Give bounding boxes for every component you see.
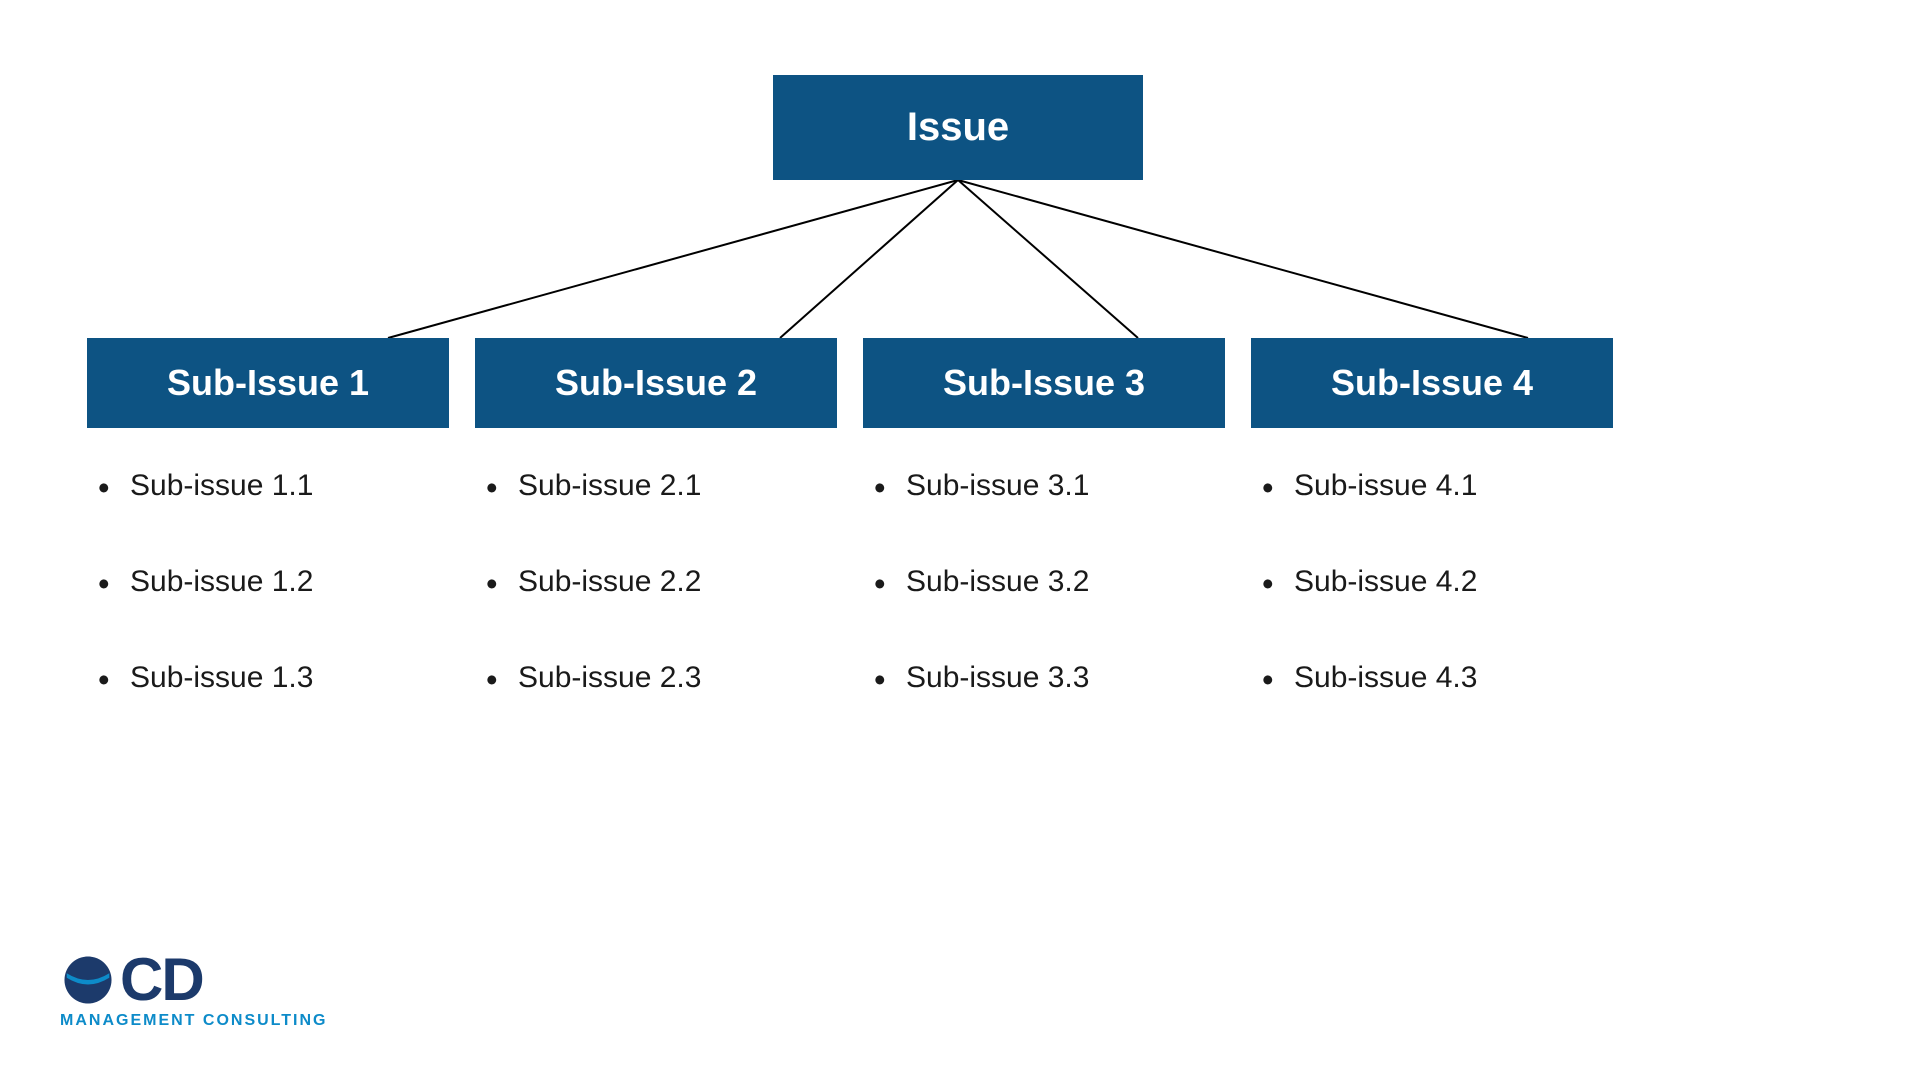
sub-node-3: Sub-Issue 3 (863, 338, 1225, 428)
sub-node-label: Sub-Issue 2 (555, 362, 757, 404)
list-item: Sub-issue 4.2 (1256, 564, 1477, 660)
sub-node-4: Sub-Issue 4 (1251, 338, 1613, 428)
list-item: Sub-issue 3.2 (868, 564, 1089, 660)
sub-node-2-list: Sub-issue 2.1Sub-issue 2.2Sub-issue 2.3 (480, 468, 701, 756)
list-item: Sub-issue 3.3 (868, 660, 1089, 756)
list-item: Sub-issue 3.1 (868, 468, 1089, 564)
sub-node-3-list: Sub-issue 3.1Sub-issue 3.2Sub-issue 3.3 (868, 468, 1089, 756)
sub-node-4-list: Sub-issue 4.1Sub-issue 4.2Sub-issue 4.3 (1256, 468, 1477, 756)
sub-node-1-list: Sub-issue 1.1Sub-issue 1.2Sub-issue 1.3 (92, 468, 313, 756)
sub-node-1: Sub-Issue 1 (87, 338, 449, 428)
brand-logo-subtitle: MANAGEMENT CONSULTING (60, 1012, 327, 1030)
diagram-canvas: Issue CD MANAGEMENT CONSULTING Sub-Issue… (0, 0, 1920, 1080)
list-item: Sub-issue 2.1 (480, 468, 701, 564)
brand-logo-top: CD (60, 950, 203, 1010)
brand-logo: CD MANAGEMENT CONSULTING (60, 950, 327, 1030)
list-item: Sub-issue 1.3 (92, 660, 313, 756)
sub-node-label: Sub-Issue 4 (1331, 362, 1533, 404)
list-item: Sub-issue 2.3 (480, 660, 701, 756)
list-item: Sub-issue 1.1 (92, 468, 313, 564)
sub-node-label: Sub-Issue 1 (167, 362, 369, 404)
globe-icon (60, 952, 116, 1008)
sub-node-label: Sub-Issue 3 (943, 362, 1145, 404)
list-item: Sub-issue 1.2 (92, 564, 313, 660)
list-item: Sub-issue 2.2 (480, 564, 701, 660)
list-item: Sub-issue 4.3 (1256, 660, 1477, 756)
root-node: Issue (773, 75, 1143, 180)
root-node-label: Issue (907, 105, 1009, 150)
list-item: Sub-issue 4.1 (1256, 468, 1477, 564)
brand-logo-text: CD (120, 950, 203, 1010)
sub-node-2: Sub-Issue 2 (475, 338, 837, 428)
